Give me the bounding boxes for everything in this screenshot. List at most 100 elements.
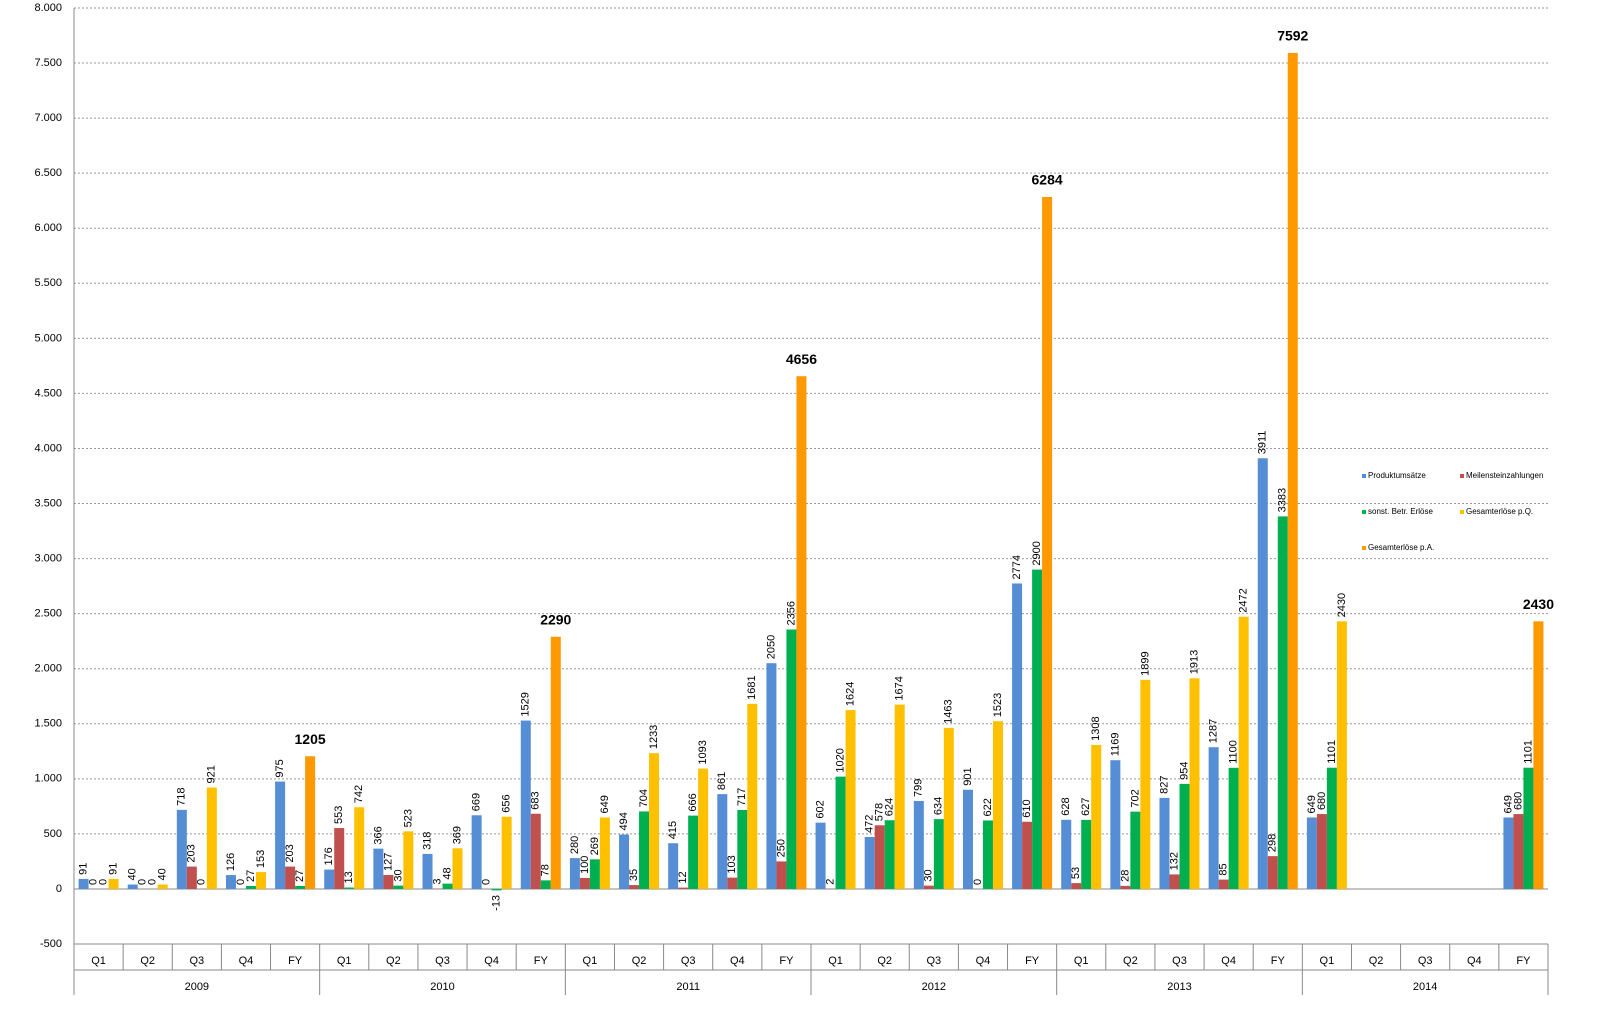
x-tick-label: Q2 [632, 955, 647, 967]
x-tick-label: Q2 [386, 955, 401, 967]
data-label: 954 [1178, 762, 1190, 780]
bar [1091, 744, 1102, 889]
bar [1140, 679, 1151, 889]
bar [206, 787, 217, 889]
data-label: 494 [618, 812, 630, 830]
x-tick-label: Q3 [1418, 955, 1433, 967]
bar [678, 887, 689, 889]
data-label: 2356 [785, 601, 797, 625]
data-label: 48 [441, 867, 453, 879]
data-label: 78 [540, 864, 552, 876]
x-tick-label: Q2 [877, 955, 892, 967]
bar [442, 883, 453, 889]
bar [1179, 783, 1190, 889]
x-tick-label: Q4 [1467, 955, 1482, 967]
data-label: -13 [491, 895, 503, 911]
legend-label: Produktumsätze [1368, 471, 1426, 480]
bar [471, 815, 482, 889]
bar [255, 872, 266, 889]
bar [776, 861, 787, 889]
bar [383, 874, 394, 889]
bar [354, 807, 365, 889]
bar [639, 811, 650, 889]
data-label: 1100 [1228, 740, 1240, 764]
x-tick-label: Q3 [189, 955, 204, 967]
bar [579, 877, 590, 889]
bar [1533, 621, 1544, 889]
data-label: 40 [127, 868, 139, 880]
bar [403, 831, 414, 889]
bar [275, 781, 286, 889]
data-label: 298 [1267, 834, 1279, 852]
data-label: 578 [874, 803, 886, 821]
data-label: 203 [284, 844, 296, 862]
y-tick-label: 6.000 [34, 222, 62, 234]
y-tick-label: 7.500 [34, 57, 62, 69]
bar [1169, 874, 1180, 889]
bar [894, 704, 905, 889]
bar [157, 884, 168, 889]
bar [727, 877, 738, 889]
data-label: 975 [274, 759, 286, 777]
data-label: 1674 [894, 676, 906, 700]
data-label: 649 [1306, 795, 1318, 813]
bar [324, 869, 335, 889]
y-tick-label: 1.500 [34, 718, 62, 730]
legend-swatch [1460, 474, 1464, 478]
bar [1503, 817, 1514, 889]
year-label: 2011 [676, 981, 700, 993]
data-label: 126 [225, 853, 237, 871]
x-tick-label: Q1 [337, 955, 352, 967]
data-label: 13 [343, 871, 355, 883]
data-label: 627 [1080, 798, 1092, 816]
data-label: 669 [471, 793, 483, 811]
x-tick-label: Q1 [1320, 955, 1335, 967]
year-label: 2010 [430, 981, 454, 993]
data-label: 1101 [1522, 740, 1534, 764]
bar [78, 878, 89, 889]
bar [1071, 883, 1082, 889]
data-label: 2050 [765, 635, 777, 659]
x-tick-label: FY [1271, 955, 1286, 967]
y-tick-label: 3.500 [34, 497, 62, 509]
year-label: 2013 [1167, 981, 1191, 993]
data-label: 176 [323, 847, 335, 865]
y-tick-label: 5.500 [34, 277, 62, 289]
data-label: 3911 [1257, 431, 1269, 455]
y-tick-label: 7.000 [34, 112, 62, 124]
data-label: 415 [667, 821, 679, 839]
data-label: 366 [372, 826, 384, 844]
bar [344, 887, 355, 889]
data-label: 680 [1316, 792, 1328, 810]
data-label: 0 [972, 879, 984, 885]
bar [874, 825, 885, 889]
data-label: 0 [481, 879, 493, 885]
y-tick-label: 8.000 [34, 2, 62, 14]
data-label: 1287 [1208, 719, 1220, 743]
data-label: 1529 [520, 692, 532, 716]
x-tick-label: Q4 [730, 955, 745, 967]
bar [1228, 767, 1239, 889]
data-label: 2430 [1336, 593, 1348, 617]
data-label: 1233 [648, 725, 660, 749]
x-tick-label: FY [534, 955, 549, 967]
data-label: 30 [923, 869, 935, 881]
data-label: 27 [245, 870, 257, 882]
legend-swatch [1362, 546, 1366, 550]
bar [835, 776, 846, 889]
bar [599, 817, 610, 889]
bar [619, 834, 630, 889]
data-label: 12 [677, 871, 689, 883]
x-tick-label: Q4 [1221, 955, 1236, 967]
data-label: 717 [736, 788, 748, 806]
bar [452, 848, 463, 889]
data-label: 649 [599, 795, 611, 813]
data-label: 553 [333, 806, 345, 824]
bar [1238, 616, 1249, 889]
bar [1189, 678, 1200, 889]
bar [1287, 52, 1298, 889]
legend-label: Gesamterlöse p.A. [1368, 543, 1434, 552]
bar [796, 376, 807, 889]
y-tick-label: 3.000 [34, 552, 62, 564]
